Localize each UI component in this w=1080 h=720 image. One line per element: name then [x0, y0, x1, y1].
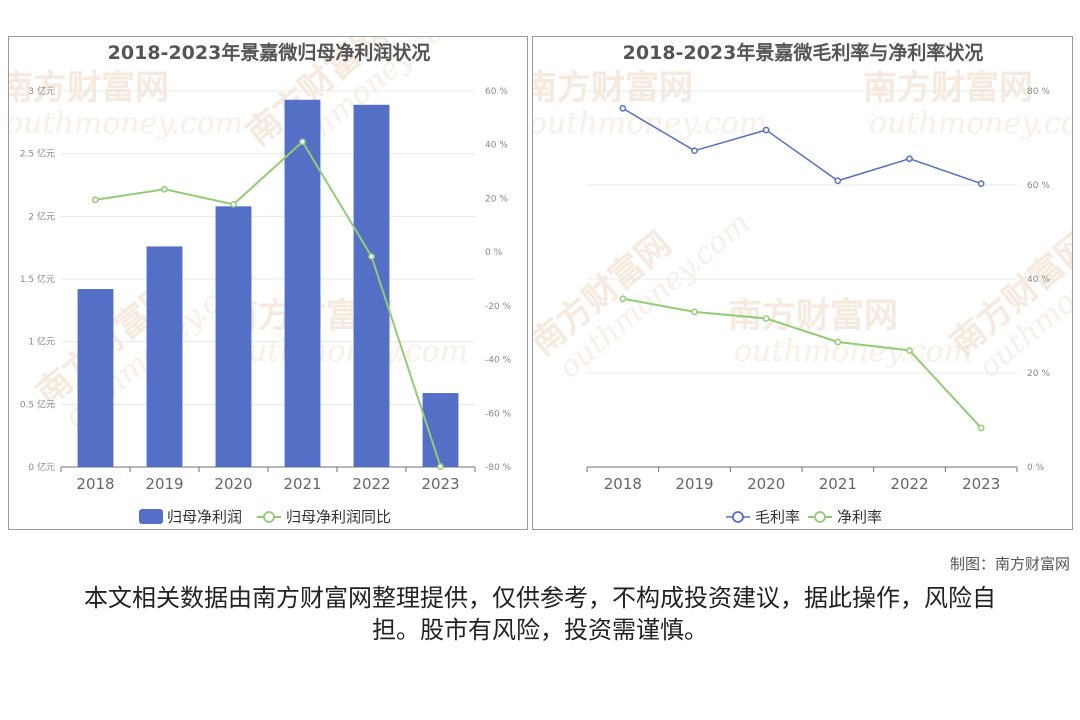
- series-1-point-2020: [762, 315, 770, 322]
- legend-line-label: 归母净利润同比: [286, 508, 391, 526]
- series-0-point-2023: [977, 180, 985, 187]
- bar-2021: [284, 99, 321, 468]
- bar-2018: [77, 289, 114, 467]
- right-chart-panel: 南方财富网outhmoney.com南方财富网outhmoney.com南方财富…: [532, 36, 1073, 530]
- series-1-point-2021: [834, 338, 842, 346]
- bar-2022: [353, 104, 390, 467]
- disclaimer-text: 本文相关数据由南方财富网整理提供，仅供参考，不构成投资建议，据此操作，风险自担。…: [84, 584, 996, 644]
- series-1-point-2022: [906, 347, 913, 354]
- x-tick-label: 2021: [819, 475, 857, 493]
- series-0-point-2020: [762, 126, 770, 134]
- series-0-point-2021: [834, 177, 842, 185]
- y-right-tick-label: 0 %: [1027, 463, 1045, 473]
- x-tick-label: 2022: [890, 475, 928, 493]
- y-left-tick-label: 3 亿元: [28, 85, 55, 97]
- yoy-point-2023: [437, 463, 444, 470]
- legend-gross-marker: [732, 511, 744, 523]
- series-0-point-2019: [691, 147, 698, 155]
- x-tick-label: 2018: [604, 475, 642, 493]
- y-left-tick-label: 2.5 亿元: [20, 148, 55, 160]
- watermark-en: outhmoney.com: [9, 106, 243, 141]
- chart-credit: 制图：南方财富网: [949, 555, 1070, 573]
- chart-title: 2018-2023年景嘉微归母净利润状况: [108, 41, 431, 64]
- x-tick-label: 2020: [747, 475, 785, 493]
- yoy-point-2022: [368, 253, 375, 260]
- y-right-tick-label: -20 %: [485, 302, 512, 312]
- watermark-en: outhmoney.com: [533, 106, 767, 141]
- yoy-point-2019: [161, 185, 168, 193]
- series-1-point-2023: [977, 424, 985, 432]
- bar-2019: [146, 246, 183, 467]
- y-right-tick-label: 60 %: [1027, 181, 1050, 191]
- y-left-tick-label: 1.5 亿元: [20, 273, 55, 285]
- y-right-tick-label: 0 %: [485, 248, 503, 258]
- series-1-point-2018: [619, 295, 627, 303]
- yoy-point-2018: [92, 196, 99, 204]
- bar-2020: [215, 206, 252, 467]
- x-tick-label: 2022: [352, 475, 390, 493]
- watermark-cn: 南方财富网: [9, 68, 169, 108]
- legend-bar-swatch: [139, 509, 163, 524]
- yoy-point-2021: [299, 138, 306, 146]
- margin-chart: 南方财富网outhmoney.com南方财富网outhmoney.com南方财富…: [533, 41, 1073, 526]
- y-right-tick-label: 20 %: [485, 194, 508, 204]
- net-profit-chart: 南方财富网outhmoney.com南方财富网outhmoney.com南方财富…: [9, 37, 512, 526]
- y-right-tick-label: -60 %: [485, 409, 512, 419]
- yoy-line: [95, 140, 442, 467]
- x-tick-label: 2021: [283, 475, 321, 493]
- legend-net-marker: [814, 511, 826, 523]
- watermark-cn: 南方财富网: [863, 68, 1033, 108]
- series-line-1: [622, 297, 982, 429]
- y-right-tick-label: -80 %: [485, 463, 512, 473]
- series-line-0: [622, 107, 982, 185]
- y-right-tick-label: 20 %: [1027, 369, 1050, 379]
- legend-line-marker: [263, 511, 275, 523]
- watermark-cn: 南方财富网: [728, 296, 898, 336]
- x-tick-label: 2023: [421, 475, 459, 493]
- series-0-point-2022: [906, 155, 913, 163]
- watermark-en: outhmoney.com: [734, 334, 972, 369]
- x-tick-label: 2019: [675, 475, 713, 493]
- watermark-cn: 南方财富网: [533, 68, 693, 108]
- legend-gross-label: 毛利率: [755, 508, 800, 526]
- y-right-tick-label: 40 %: [1027, 275, 1050, 285]
- y-right-tick-label: 40 %: [485, 141, 508, 151]
- y-right-tick-label: 60 %: [485, 87, 508, 97]
- y-left-tick-label: 0.5 亿元: [20, 398, 55, 410]
- x-tick-label: 2020: [214, 475, 252, 493]
- series-1-point-2019: [691, 308, 698, 316]
- y-left-tick-label: 0 亿元: [28, 461, 55, 473]
- y-right-tick-label: 80 %: [1027, 87, 1050, 97]
- chart-title: 2018-2023年景嘉微毛利率与净利率状况: [623, 41, 984, 64]
- y-left-tick-label: 1 亿元: [28, 336, 55, 348]
- legend-net-label: 净利率: [837, 508, 882, 526]
- y-right-tick-label: -40 %: [485, 356, 512, 366]
- watermark-en: outhmoney.com: [869, 106, 1073, 141]
- y-left-tick-label: 2 亿元: [28, 210, 55, 222]
- yoy-point-2020: [230, 200, 237, 208]
- series-0-point-2018: [619, 105, 627, 112]
- watermark-en: outhmoney.com: [230, 334, 468, 369]
- left-chart-panel: 南方财富网outhmoney.com南方财富网outhmoney.com南方财富…: [8, 36, 528, 530]
- legend-bar-label: 归母净利润: [167, 508, 242, 526]
- x-tick-label: 2023: [962, 475, 1000, 493]
- x-tick-label: 2018: [76, 475, 114, 493]
- x-tick-label: 2019: [145, 475, 183, 493]
